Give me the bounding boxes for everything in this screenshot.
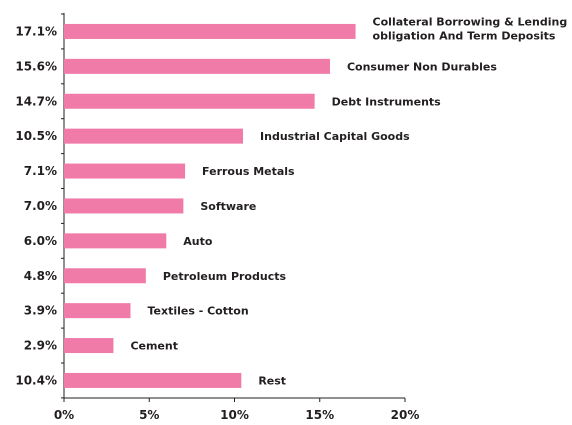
category-labels: Collateral Borrowing & Lending obligation… (130, 15, 567, 387)
category-label: Collateral Borrowing & Lending obligation… (373, 15, 568, 42)
bar (64, 198, 184, 214)
value-label: 2.9% (24, 339, 57, 353)
category-label: Textiles - Cotton (147, 305, 248, 318)
value-label: 15.6% (15, 59, 57, 73)
value-label: 7.1% (24, 164, 57, 178)
value-label: 4.8% (24, 269, 57, 283)
bar (64, 93, 315, 109)
value-label: 6.0% (24, 234, 57, 248)
bar (64, 338, 114, 354)
bar (64, 303, 131, 319)
bar (64, 163, 186, 179)
value-label: 17.1% (15, 24, 57, 38)
category-label: Cement (130, 340, 178, 353)
bar (64, 372, 242, 388)
x-tick-label: 20% (391, 408, 420, 422)
x-tick-label: 15% (305, 408, 334, 422)
value-label: 10.4% (15, 373, 57, 387)
value-label: 7.0% (24, 199, 57, 213)
category-label: Debt Instruments (332, 95, 442, 108)
x-tick-label: 5% (139, 408, 159, 422)
x-tick-label: 10% (220, 408, 249, 422)
bar (64, 233, 167, 249)
category-label: Industrial Capital Goods (260, 130, 410, 143)
bar (64, 23, 356, 39)
bars (64, 23, 356, 388)
value-label: 10.5% (15, 129, 57, 143)
value-labels: 17.1% 15.6% 14.7% 10.5% 7.1% 7.0% 6.0% 4.8% 3.9%… (15, 24, 57, 387)
bar (64, 268, 146, 284)
category-label: Petroleum Products (163, 270, 287, 283)
category-label: Auto (183, 235, 213, 248)
category-label: Ferrous Metals (202, 165, 295, 178)
category-label: Consumer Non Durables (347, 60, 497, 73)
bar (64, 58, 330, 74)
x-tick-label: 0% (54, 408, 74, 422)
category-label: Rest (258, 374, 286, 387)
bar (64, 128, 244, 144)
category-label: Software (200, 200, 256, 213)
value-label: 14.7% (15, 94, 57, 108)
value-label: 3.9% (24, 304, 57, 318)
x-axis-ticks: 0% 5% 10% 15% 20% (54, 398, 420, 422)
